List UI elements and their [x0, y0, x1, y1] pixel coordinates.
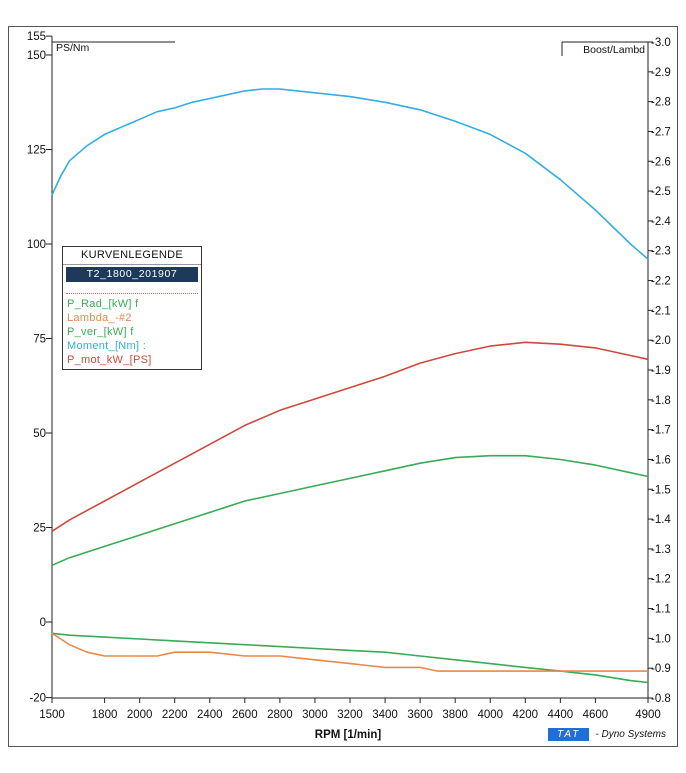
- right-tick-label: -1.9: [651, 365, 671, 377]
- series-line-lambda-2: [51, 632, 648, 672]
- right-tick-label: -2.6: [651, 156, 671, 168]
- series-line-p-mot-kw-ps: [51, 341, 649, 532]
- legend-item-p-rad[interactable]: P_Rad_[kW] f: [67, 298, 139, 310]
- legend-selected-run[interactable]: T2_1800_201907: [66, 267, 198, 282]
- right-tick-label: -2.4: [651, 216, 671, 228]
- brand-logo: TAT: [548, 728, 590, 741]
- right-tick-label: -2.1: [651, 305, 671, 317]
- brand-footer: TAT - Dyno Systems: [548, 727, 666, 742]
- x-tick-label: 2200: [162, 709, 188, 721]
- right-tick-label: -1.0: [651, 633, 671, 645]
- legend-items: P_Rad_[kW] f Lambda_-#2 P_ver_[kW] f Mom…: [63, 297, 201, 367]
- legend-item-p-mot[interactable]: P_mot_kW_[PS]: [67, 354, 152, 366]
- x-axis-title: RPM [1/min]: [315, 729, 382, 741]
- right-tick-label: -2.2: [651, 276, 671, 288]
- right-tick-label: -0.9: [651, 663, 671, 675]
- left-tick-label: 155: [27, 31, 46, 43]
- x-tick-label: 3200: [337, 709, 363, 721]
- right-tick-label: -0.8: [651, 693, 671, 705]
- x-tick-label: 3400: [372, 709, 398, 721]
- right-tick-label: -2.8: [651, 97, 671, 109]
- legend-item-p-ver[interactable]: P_ver_[kW] f: [67, 326, 134, 338]
- x-tick-label: 4000: [477, 709, 503, 721]
- left-tick-label: -20: [29, 693, 46, 705]
- right-tick-label: -1.5: [651, 484, 671, 496]
- chart-legend: KURVENLEGENDE T2_1800_201907 P_Rad_[kW] …: [62, 246, 202, 370]
- legend-item-moment[interactable]: Moment_[Nm] :: [67, 340, 147, 352]
- series-line-p-ver-kw: [51, 632, 649, 684]
- x-tick-label: 2800: [267, 709, 293, 721]
- left-tick-label: 125: [27, 145, 46, 157]
- right-tick-label: -1.6: [651, 454, 671, 466]
- left-tick-label: 25: [33, 523, 46, 535]
- x-tick-label: 4400: [548, 709, 574, 721]
- x-tick-label: 2000: [127, 709, 153, 721]
- right-tick-label: -1.1: [651, 604, 671, 616]
- right-tick-label: -1.2: [651, 574, 671, 586]
- right-tick-label: -3.0: [651, 37, 671, 49]
- x-tick-label: 2400: [197, 709, 223, 721]
- left-tick-label: 50: [33, 428, 46, 440]
- left-axis-title: PS/Nm: [56, 42, 90, 54]
- x-tick-label: 4600: [583, 709, 609, 721]
- right-tick-label: -2.7: [651, 126, 671, 138]
- x-tick-label: 2600: [232, 709, 258, 721]
- right-tick-label: -2.5: [651, 186, 671, 198]
- right-axis-title: Boost/Lambd: [583, 44, 645, 56]
- left-tick-label: 75: [33, 334, 46, 346]
- x-tick-label: 1500: [39, 709, 65, 721]
- brand-text: - Dyno Systems: [595, 729, 666, 740]
- right-tick-label: -1.4: [651, 514, 671, 526]
- series-line-p-rad-kw: [51, 454, 649, 567]
- legend-item-lambda[interactable]: Lambda_-#2: [67, 312, 132, 324]
- x-tick-label: 1800: [92, 709, 118, 721]
- series-line-moment-nm: [51, 88, 649, 260]
- x-tick-label: 3600: [407, 709, 433, 721]
- right-tick-label: -1.8: [651, 395, 671, 407]
- legend-divider: [66, 293, 198, 294]
- left-tick-label: 150: [27, 50, 46, 62]
- right-tick-label: -1.7: [651, 425, 671, 437]
- right-tick-label: -2.9: [651, 67, 671, 79]
- right-tick-label: -2.3: [651, 246, 671, 258]
- left-tick-label: 0: [40, 617, 46, 629]
- x-tick-label: 3800: [442, 709, 468, 721]
- x-tick-label: 3000: [302, 709, 328, 721]
- x-tick-label: 4200: [512, 709, 538, 721]
- left-tick-label: 100: [27, 239, 46, 251]
- right-tick-label: -2.0: [651, 335, 671, 347]
- legend-title: KURVENLEGENDE: [63, 247, 201, 265]
- right-tick-label: -1.3: [651, 544, 671, 556]
- x-tick-label: 4900: [635, 709, 661, 721]
- outer-frame: [8, 26, 678, 747]
